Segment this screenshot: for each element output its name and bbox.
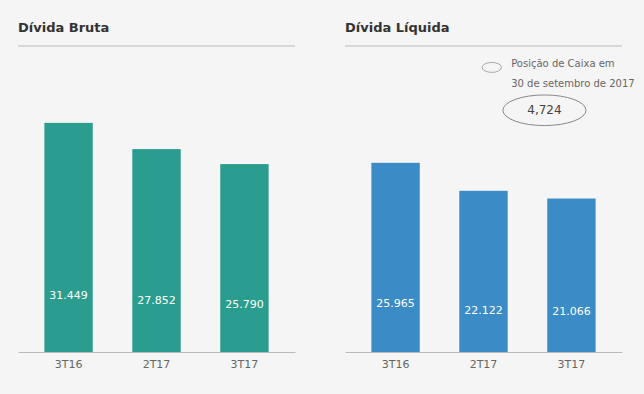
bars [371, 163, 595, 352]
x-axis-line [346, 352, 623, 353]
x-tick: 3T17 [231, 358, 259, 371]
x-tick: 3T17 [558, 358, 586, 371]
bar [220, 164, 268, 352]
range-top-line [345, 46, 622, 47]
annotation-value: 4,724 [527, 103, 561, 117]
data-label: 25.965 [376, 297, 415, 310]
bar [371, 163, 419, 352]
data-label: 25.790 [225, 298, 264, 311]
x-tick-label: 3T17 [231, 358, 259, 371]
bar [132, 149, 180, 352]
x-tick: 3T16 [382, 358, 410, 371]
x-tick: 3T16 [55, 358, 83, 371]
bar [44, 123, 92, 352]
bar [459, 191, 507, 352]
x-tick-label: 3T16 [55, 358, 83, 371]
annotation-icon [482, 62, 501, 72]
background [0, 0, 644, 394]
data-labels: 25.965 22.122 21.066 [376, 297, 590, 318]
x-tick-label: 3T17 [558, 358, 586, 371]
annotation: Posição de Caixa em 30 de setembro de 201… [482, 58, 635, 125]
chart-title: Dívida Bruta [18, 20, 109, 35]
chart-root: Dívida Bruta31.44927.85225.7903T162T173T… [0, 0, 644, 394]
bar [547, 199, 595, 352]
x-tick-label: 2T17 [143, 358, 171, 371]
x-axis-line [19, 352, 296, 353]
x-tick-label: 3T16 [382, 358, 410, 371]
data-labels: 31.449 27.852 25.790 [49, 289, 263, 311]
range-top-line [18, 46, 295, 47]
data-label: 22.122 [464, 304, 503, 317]
data-label: 27.852 [137, 294, 176, 307]
bars [44, 123, 268, 352]
x-axis: 3T16 2T17 3T17 [346, 353, 623, 371]
data-label: 31.449 [49, 289, 88, 302]
x-axis: 3T16 2T17 3T17 [19, 353, 296, 371]
annotation-oval [503, 95, 586, 126]
chart-title: Dívida Líquida [345, 20, 450, 35]
x-tick: 2T17 [470, 358, 498, 371]
panel: Dívida Líquida 25.965 22.122 21.066 3T16 2T17… [345, 20, 635, 371]
x-tick: 2T17 [143, 358, 171, 371]
x-tick-label: 2T17 [470, 358, 498, 371]
annotation-text: Posição de Caixa em [511, 58, 614, 69]
panel: Dívida Bruta31.44927.85225.7903T162T173T… [18, 20, 296, 371]
data-label: 21.066 [552, 305, 591, 318]
annotation-text: 30 de setembro de 2017 [511, 78, 634, 89]
